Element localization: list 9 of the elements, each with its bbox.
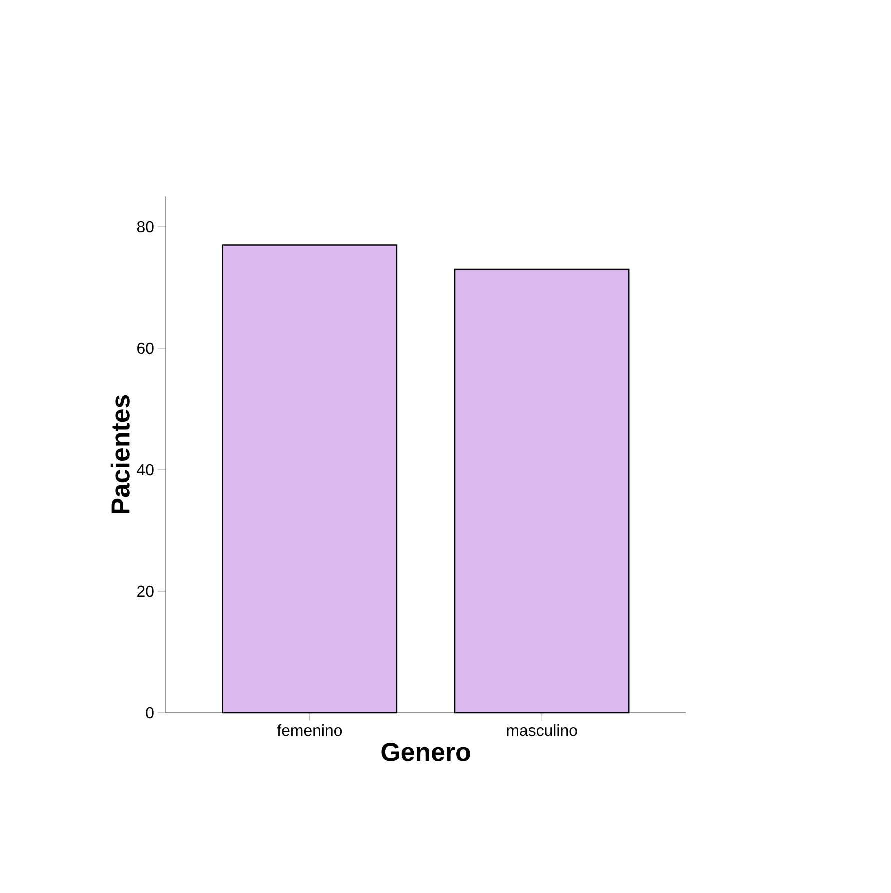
y-tick-label: 40 (137, 464, 154, 476)
y-tick-label: 60 (138, 342, 154, 354)
y-tick-label: 80 (137, 221, 154, 233)
y-tick-label: 20 (138, 586, 154, 598)
y-tick-label: 0 (146, 707, 154, 719)
x-tick-label: masculino (507, 724, 578, 736)
x-axis-title: Genero (382, 743, 470, 762)
y-axis-title: Pacientes (110, 395, 130, 514)
x-tick-label: femenino (277, 724, 342, 736)
